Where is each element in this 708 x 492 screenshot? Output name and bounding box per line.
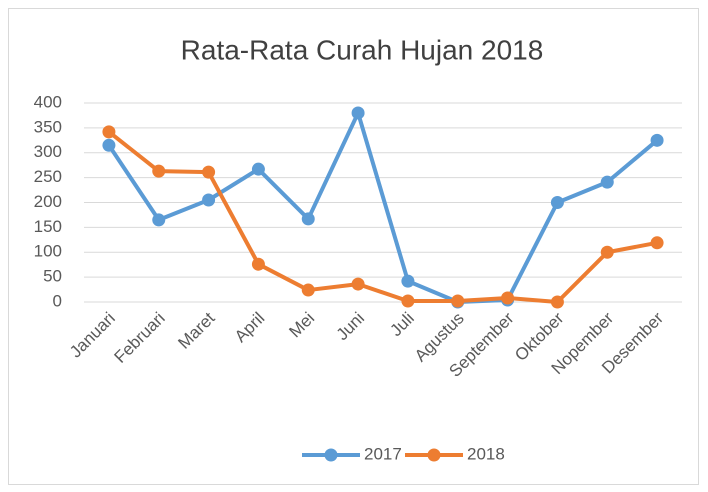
data-point bbox=[550, 196, 564, 209]
data-point bbox=[650, 236, 664, 250]
data-point bbox=[600, 175, 614, 189]
data-point bbox=[102, 125, 116, 139]
data-point bbox=[102, 138, 116, 152]
y-tick-label: 400 bbox=[34, 92, 62, 111]
legend-marker bbox=[324, 448, 338, 462]
data-point bbox=[401, 274, 415, 288]
data-point bbox=[351, 106, 365, 120]
data-point bbox=[451, 294, 465, 308]
y-tick-label: 250 bbox=[34, 167, 62, 186]
data-point bbox=[501, 291, 515, 305]
y-tick-label: 50 bbox=[43, 267, 62, 286]
data-point bbox=[152, 213, 166, 227]
data-point bbox=[401, 294, 415, 308]
legend-label: 2018 bbox=[467, 444, 505, 463]
y-tick-label: 200 bbox=[34, 192, 62, 211]
data-point bbox=[202, 165, 216, 179]
series-line bbox=[107, 130, 658, 304]
chart-frame bbox=[8, 8, 699, 485]
data-point bbox=[600, 245, 614, 259]
y-tick-label: 300 bbox=[34, 142, 62, 161]
data-point bbox=[550, 295, 564, 309]
legend-marker bbox=[427, 448, 441, 462]
data-point bbox=[650, 133, 664, 147]
data-point bbox=[351, 277, 365, 291]
y-tick-label: 150 bbox=[34, 217, 62, 236]
chart-title: Rata-Rata Curah Hujan 2018 bbox=[181, 34, 544, 65]
data-point bbox=[152, 164, 166, 178]
y-tick-label: 100 bbox=[34, 242, 62, 261]
y-tick-label: 0 bbox=[53, 291, 62, 310]
data-point bbox=[202, 193, 216, 207]
data-point bbox=[301, 212, 315, 226]
data-point bbox=[301, 283, 315, 297]
series-line bbox=[107, 110, 659, 304]
data-point bbox=[251, 257, 265, 271]
y-tick-label: 350 bbox=[34, 117, 62, 136]
legend-label: 2017 bbox=[364, 444, 402, 463]
data-point bbox=[251, 162, 265, 176]
